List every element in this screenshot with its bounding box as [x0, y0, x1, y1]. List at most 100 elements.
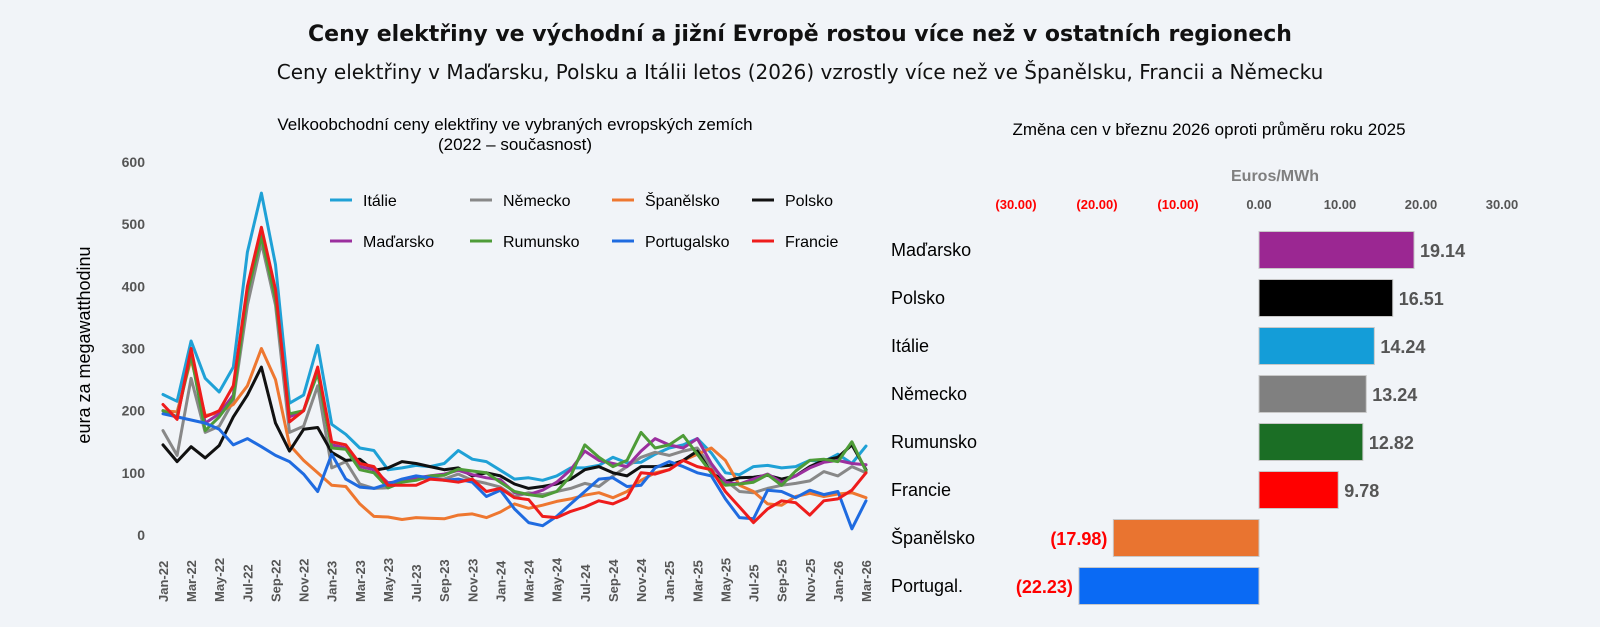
x-tick-label: Jul-25: [747, 564, 762, 602]
x-tick-label: Mar-23: [353, 560, 368, 602]
x-tick-label: Nov-24: [634, 558, 649, 602]
value-label: 14.24: [1380, 337, 1425, 357]
bar: [1258, 423, 1364, 461]
series-line-španělsko: [161, 347, 868, 521]
legend-item: Francie: [752, 234, 838, 251]
x-tick-label: Sep-22: [268, 559, 283, 602]
bar-group: Itálie 14.24: [891, 327, 1425, 365]
value-label: 13.24: [1372, 385, 1417, 405]
y-tick-label: 100: [122, 465, 146, 481]
y-tick-label: 200: [122, 403, 146, 419]
series-line-polsko: [161, 365, 868, 490]
bar: [1112, 519, 1260, 557]
x-tick-label: May-22: [212, 558, 227, 602]
category-label: Rumunsko: [891, 432, 977, 452]
y-tick-label: 0: [137, 527, 145, 543]
x-tick-label: 10.00: [1324, 197, 1357, 212]
legend-label: Maďarsko: [363, 234, 434, 251]
bar-group: Rumunsko 12.82: [891, 423, 1414, 461]
x-tick-label: Jul-23: [409, 564, 424, 602]
legend-item: Itálie: [330, 193, 397, 210]
bar: [1258, 375, 1367, 413]
x-tick-label: Jan-25: [662, 561, 677, 602]
x-tick-label: Jan-24: [493, 560, 508, 602]
legend-label: Německo: [503, 193, 571, 210]
bar: [1258, 279, 1394, 317]
main-title: Ceny elektřiny ve východní a jižní Evrop…: [308, 22, 1292, 47]
bar-chart: Změna cen v březnu 2026 oproti průměru r…: [891, 120, 1519, 605]
bar-group: Francie 9.78: [891, 471, 1379, 509]
line-chart-title: Velkoobchodní ceny elektřiny ve vybranýc…: [277, 115, 752, 134]
legend-item: Portugalsko: [612, 234, 730, 251]
bar-group: Maďarsko 19.14: [891, 231, 1465, 269]
x-tick-label: 0.00: [1246, 197, 1271, 212]
bar: [1258, 231, 1415, 269]
x-tick-label: Mar-22: [184, 560, 199, 602]
main-subtitle: Ceny elektřiny v Maďarsku, Polsku a Itál…: [276, 60, 1324, 84]
legend-label: Rumunsko: [503, 234, 580, 251]
x-tick-label: Jul-24: [578, 564, 593, 602]
bar-group: Polsko 16.51: [891, 279, 1444, 317]
value-label: 19.14: [1420, 241, 1465, 261]
legend-label: Polsko: [785, 193, 833, 210]
x-tick-label: (20.00): [1076, 197, 1117, 212]
x-tick-label: May-25: [718, 558, 733, 602]
category-label: Portugal.: [891, 576, 963, 596]
legend-item: Rumunsko: [470, 234, 580, 251]
x-tick-label: 20.00: [1405, 197, 1438, 212]
x-tick-label: Nov-22: [297, 559, 312, 602]
bar-group: Německo 13.24: [891, 375, 1417, 413]
x-tick-label: Mar-24: [522, 559, 537, 602]
x-tick-label: Nov-25: [803, 559, 818, 602]
y-axis-label: eura za megawatthodinu: [74, 246, 94, 443]
series-line-itálie: [161, 191, 868, 482]
value-label: 9.78: [1344, 481, 1379, 501]
x-tick-label: Jul-22: [240, 564, 255, 602]
x-tick-label: (30.00): [995, 197, 1036, 212]
y-tick-label: 500: [122, 216, 146, 232]
bar-chart-title: Změna cen v březnu 2026 oproti průměru r…: [1012, 120, 1405, 139]
x-tick-label: Jan-23: [325, 561, 340, 602]
category-label: Polsko: [891, 288, 945, 308]
x-tick-label: Sep-24: [606, 559, 621, 602]
bar-group: Španělsko (17.98): [891, 519, 1260, 557]
legend-item: Španělsko: [612, 191, 720, 210]
x-tick-label: 30.00: [1486, 197, 1519, 212]
x-tick-label: (10.00): [1157, 197, 1198, 212]
series-line-francie: [161, 225, 868, 525]
x-tick-label: Mar-26: [859, 560, 874, 602]
bar-chart-unit-label: Euros/MWh: [1231, 168, 1319, 185]
category-label: Francie: [891, 480, 951, 500]
bar: [1258, 327, 1375, 365]
x-tick-label: Sep-23: [437, 559, 452, 602]
x-tick-label: Mar-25: [690, 560, 705, 602]
line-chart-subtitle: (2022 – současnost): [438, 135, 592, 154]
x-tick-label: May-23: [381, 558, 396, 602]
value-label: 12.82: [1369, 433, 1414, 453]
line-chart: Velkoobchodní ceny elektřiny ve vybranýc…: [74, 115, 874, 602]
legend-label: Francie: [785, 234, 838, 251]
bar: [1258, 471, 1339, 509]
x-tick-label: Jan-22: [156, 561, 171, 602]
x-tick-label: Sep-25: [775, 559, 790, 602]
category-label: Itálie: [891, 336, 929, 356]
legend-item: Polsko: [752, 193, 833, 210]
category-label: Španělsko: [891, 527, 975, 548]
value-label: 16.51: [1399, 289, 1444, 309]
legend-label: Španělsko: [645, 191, 720, 210]
y-tick-label: 400: [122, 278, 146, 294]
x-tick-label: Nov-23: [465, 559, 480, 602]
series-line-německo: [161, 241, 868, 498]
x-tick-label: Jan-26: [831, 561, 846, 602]
legend-item: Německo: [470, 193, 571, 210]
legend-item: Maďarsko: [330, 234, 434, 251]
value-label: (17.98): [1050, 529, 1107, 549]
legend-label: Itálie: [363, 193, 397, 210]
category-label: Maďarsko: [891, 240, 971, 260]
series-line-portugalsko: [161, 412, 868, 531]
category-label: Německo: [891, 384, 967, 404]
legend-label: Portugalsko: [645, 234, 730, 251]
y-tick-label: 600: [122, 154, 146, 170]
x-tick-label: May-24: [550, 557, 565, 602]
value-label: (22.23): [1016, 577, 1073, 597]
